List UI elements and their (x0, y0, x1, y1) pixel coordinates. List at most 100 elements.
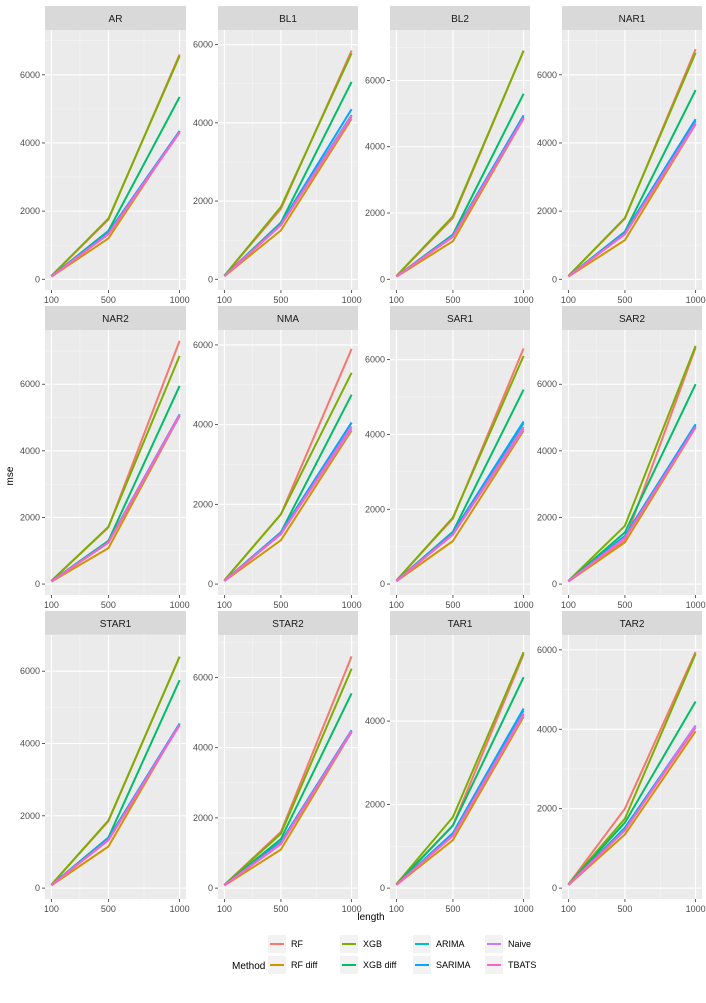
legend-label: TBATS (508, 960, 536, 970)
series-line-rf-diff (567, 730, 697, 886)
panel-tar1: TAR1 0 2000 4000 100 500 1000 (365, 611, 534, 914)
panel-title: SAR1 (447, 314, 474, 325)
panel-strip (390, 306, 530, 330)
panel-background (45, 330, 186, 595)
y-tick-label: 6000 (193, 672, 213, 682)
x-tick-label: 500 (445, 904, 460, 914)
series-line-tbats (50, 131, 181, 278)
legend-label: ARIMA (436, 939, 465, 949)
panel-title: BL1 (279, 14, 297, 25)
panel-strip (218, 6, 358, 30)
panel-background (45, 30, 186, 290)
legend-label: RF diff (291, 960, 318, 970)
panel-title: STAR1 (100, 619, 132, 630)
panel-background (45, 635, 186, 899)
series-line-xgb (567, 653, 697, 885)
panel-nar1: NAR1 0 2000 4000 6000 100 500 1000 (537, 6, 706, 305)
x-tick-label: 1000 (342, 904, 362, 914)
y-tick-label: 4000 (365, 716, 385, 726)
x-tick-label: 1000 (342, 295, 362, 305)
panel-strip (218, 611, 358, 635)
x-tick-label: 1000 (170, 904, 190, 914)
x-tick-label: 500 (617, 295, 632, 305)
series-line-xgb (223, 372, 353, 581)
y-tick-label: 6000 (20, 666, 40, 676)
legend-label: RF (291, 939, 303, 949)
x-tick-label: 100 (389, 600, 404, 610)
y-tick-label: 0 (380, 883, 385, 893)
x-tick-label: 100 (217, 295, 232, 305)
x-tick-label: 500 (617, 600, 632, 610)
x-tick-label: 500 (101, 600, 116, 610)
x-tick-label: 500 (273, 295, 288, 305)
panel-title: TAR1 (448, 619, 473, 630)
y-tick-label: 2000 (537, 512, 557, 522)
series-line-tbats (223, 730, 353, 887)
y-tick-label: 2000 (365, 800, 385, 810)
legend: RF RF diff XGB XGB diff ARIMA SARIMA Naive TBAT… (268, 935, 536, 974)
panel-sar2: SAR2 0 2000 4000 6000 100 500 1000 (537, 306, 706, 610)
x-tick-label: 100 (561, 295, 576, 305)
y-tick-label: 4000 (20, 446, 40, 456)
panel-nma: NMA 0 2000 4000 6000 100 500 1000 (193, 306, 362, 610)
panel-title: BL2 (451, 14, 469, 25)
x-tick-label: 1000 (514, 904, 534, 914)
x-tick-label: 1000 (170, 295, 190, 305)
y-tick-label: 2000 (193, 499, 213, 509)
y-tick-label: 4000 (193, 743, 213, 753)
series-line-tbats (395, 117, 525, 278)
x-tick-label: 1000 (514, 295, 534, 305)
legend-label: XGB diff (363, 960, 397, 970)
series-line-rf-diff (395, 430, 525, 583)
x-tick-label: 100 (389, 295, 404, 305)
y-tick-label: 0 (380, 274, 385, 284)
panel-strip (562, 306, 702, 330)
y-tick-label: 4000 (537, 446, 557, 456)
panel-background (390, 635, 530, 899)
x-tick-label: 1000 (686, 295, 706, 305)
x-tick-label: 100 (217, 904, 232, 914)
panel-background (562, 30, 702, 290)
panel-sar1: SAR1 0 2000 4000 6000 100 500 1000 (365, 306, 534, 610)
series-line-tbats (223, 115, 353, 277)
y-tick-label: 4000 (365, 142, 385, 152)
y-tick-label: 4000 (365, 429, 385, 439)
series-line-rf (567, 651, 697, 885)
series-line-rf-diff (567, 123, 697, 278)
panel-strip (390, 611, 530, 635)
series-line-rf-diff (223, 118, 353, 278)
y-tick-label: 2000 (20, 206, 40, 216)
panel-strip (562, 611, 702, 635)
panel-title: NMA (277, 314, 300, 325)
y-tick-label: 4000 (193, 420, 213, 430)
y-tick-label: 0 (552, 579, 557, 589)
panel-strip (390, 6, 530, 30)
y-tick-label: 2000 (20, 512, 40, 522)
y-tick-label: 4000 (537, 138, 557, 148)
y-tick-label: 6000 (537, 645, 557, 655)
x-tick-label: 1000 (514, 600, 534, 610)
x-tick-label: 1000 (170, 600, 190, 610)
series-line-tbats (395, 426, 525, 582)
x-tick-label: 100 (44, 600, 59, 610)
panel-star1: STAR1 0 2000 4000 6000 100 500 1000 (20, 611, 190, 914)
series-line-tbats (50, 414, 181, 583)
panel-ar: AR 0 2000 4000 6000 100 500 1000 (20, 6, 190, 305)
y-tick-label: 6000 (20, 379, 40, 389)
y-tick-label: 2000 (365, 504, 385, 514)
x-tick-label: 100 (561, 600, 576, 610)
y-tick-label: 2000 (193, 813, 213, 823)
series-line-tbats (567, 122, 697, 278)
panel-bl1: BL1 0 2000 4000 6000 100 500 1000 (193, 6, 362, 305)
y-tick-label: 0 (208, 274, 213, 284)
panel-background (218, 30, 358, 290)
panel-title: NAR1 (619, 14, 646, 25)
panel-background (218, 635, 358, 899)
x-tick-label: 100 (44, 295, 59, 305)
series-line-xgb (50, 656, 181, 886)
y-tick-label: 6000 (193, 340, 213, 350)
series-line-xgb (567, 345, 697, 582)
y-tick-label: 4000 (20, 138, 40, 148)
